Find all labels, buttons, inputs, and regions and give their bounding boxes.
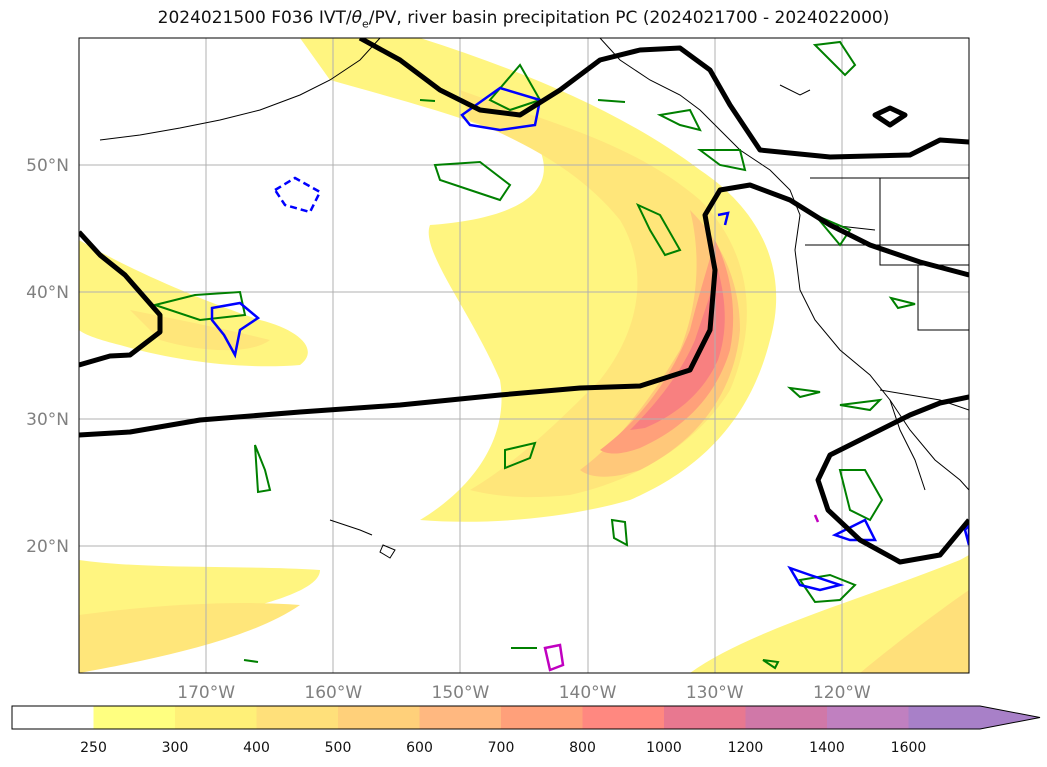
theta-e-contour-southeast xyxy=(815,394,969,565)
theta-e-contour-north xyxy=(358,38,969,160)
longitude-label: 130°W xyxy=(686,683,744,703)
ivt-shading xyxy=(79,38,969,673)
precip-contour-10 xyxy=(798,573,857,604)
figure-title: 2024021500 F036 IVT/θe/PV, river basin p… xyxy=(157,8,890,31)
colorbar-cell xyxy=(827,706,909,729)
colorbar-cell xyxy=(256,706,339,729)
precip-contour-15 xyxy=(888,296,916,310)
latitude-label: 30°N xyxy=(26,410,69,430)
colorbar-tick-label: 300 xyxy=(162,740,189,756)
precip-contour-6 xyxy=(254,444,272,494)
colorbar-cell xyxy=(175,706,257,729)
colorbar-tick-label: 250 xyxy=(80,740,107,756)
colorbar-tick-label: 700 xyxy=(488,740,515,756)
longitude-label: 120°W xyxy=(813,683,871,703)
latitude-label: 40°N xyxy=(26,283,69,303)
precip-contour-18 xyxy=(419,99,436,102)
ivt-band-700 xyxy=(600,240,734,454)
ivt-band-west-300 xyxy=(130,310,270,351)
magenta-contour-1 xyxy=(543,643,565,672)
ivt-band-south-300 xyxy=(79,603,300,673)
map-content xyxy=(79,38,969,673)
colorbar-tick-label: 1000 xyxy=(646,740,682,756)
precip-contour-3 xyxy=(812,40,857,77)
latitude-label: 50°N xyxy=(26,156,69,176)
colorbar-tick-label: 400 xyxy=(243,740,270,756)
colorbar-tick-label: 1200 xyxy=(728,740,764,756)
us-mexico-border xyxy=(879,389,969,411)
precip-contour-17 xyxy=(597,99,626,103)
ivt-band-se-400 xyxy=(860,590,969,673)
colorbar-tick-label: 800 xyxy=(569,740,596,756)
precip-contours xyxy=(151,40,916,670)
pv-contours xyxy=(210,86,969,592)
longitude-label: 140°W xyxy=(559,683,617,703)
state-border-nevada xyxy=(917,265,969,331)
longitude-label: 150°W xyxy=(432,683,490,703)
precip-contour-16 xyxy=(656,108,702,132)
precip-contour-9 xyxy=(838,469,884,522)
theta-e-contour-main xyxy=(79,182,969,438)
pv-contour-3 xyxy=(717,211,730,226)
colorbar-cell xyxy=(338,706,420,729)
map-frame xyxy=(78,37,970,674)
pv-contour-4 xyxy=(831,518,878,542)
colorbar-cells xyxy=(11,705,1041,730)
colorbar-tick-label: 1400 xyxy=(809,740,845,756)
theta-e-contour-west xyxy=(79,230,163,368)
colorbar-tick-label: 1600 xyxy=(891,740,927,756)
precip-contour-20 xyxy=(762,659,780,670)
precip-contour-12 xyxy=(786,386,821,399)
precip-contour-4 xyxy=(635,202,682,257)
pv-contour-6 xyxy=(963,522,969,546)
colorbar-tick-label: 500 xyxy=(325,740,352,756)
precip-contour-8 xyxy=(610,518,629,547)
coastlines xyxy=(99,38,969,559)
pv-contour-dashed xyxy=(273,176,322,214)
longitude-label: 160°W xyxy=(304,683,362,703)
magenta-contour-2 xyxy=(813,514,820,523)
pv-contour-5 xyxy=(787,565,845,592)
magenta-contours xyxy=(543,514,820,672)
precip-contour-11 xyxy=(839,398,883,412)
longitude-labels: 170°W 160°W 150°W 140°W 130°W 120°W xyxy=(177,683,871,703)
pv-contour-1 xyxy=(460,86,542,132)
ivt-band-500 xyxy=(580,210,740,477)
colorbar-cell xyxy=(419,706,502,729)
colorbar-cell xyxy=(93,706,176,729)
state-border-oregon xyxy=(829,224,876,231)
colorbar-tick-label: 600 xyxy=(406,740,433,756)
precip-contour-7 xyxy=(504,441,537,470)
colorbar-cell xyxy=(501,706,583,729)
alaska-inlet xyxy=(779,84,811,96)
theta-e-contours xyxy=(79,38,969,565)
precip-contour-13 xyxy=(697,149,747,172)
colorbar-cell xyxy=(745,706,828,729)
hawaii-islands xyxy=(329,519,373,536)
latitude-labels: 20°N 30°N 40°N 50°N xyxy=(26,156,69,557)
colorbar-outline xyxy=(11,705,1041,730)
colorbar-cell xyxy=(664,706,746,729)
precip-contour-1 xyxy=(433,160,512,202)
north-america-west-coast xyxy=(599,38,969,491)
aleutian-coast xyxy=(99,38,381,141)
longitude-label: 170°W xyxy=(177,683,235,703)
hawaii-big-island xyxy=(379,544,396,559)
precip-contour-21 xyxy=(243,659,259,663)
baja-california xyxy=(889,399,926,491)
colorbar-ticks: 250 300 400 500 600 700 800 1000 1200 1400 1600 xyxy=(80,740,926,756)
colorbar-extend-arrow xyxy=(908,706,1040,729)
ivt-band-west-250 xyxy=(79,240,308,367)
colorbar-cell xyxy=(582,706,665,729)
colorbar-cell xyxy=(12,706,94,729)
precip-contour-14 xyxy=(814,214,852,247)
latitude-label: 20°N xyxy=(26,537,69,557)
theta-e-contour-small xyxy=(872,105,908,128)
pv-contour-2 xyxy=(210,301,261,359)
